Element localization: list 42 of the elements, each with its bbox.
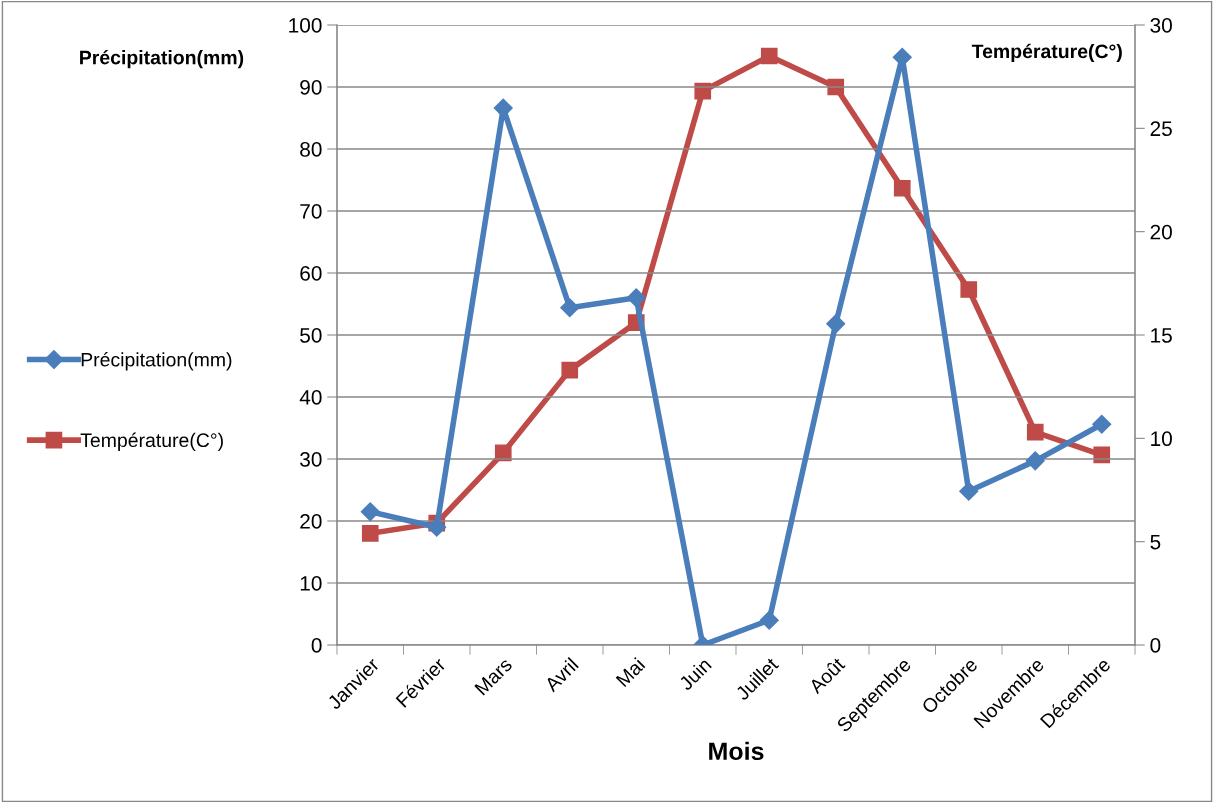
y2-tick-label: 15 — [1151, 328, 1172, 343]
y-axis-title: Précipitation(mm) — [80, 49, 244, 69]
point — [561, 361, 579, 379]
x-axis-title: Mois — [709, 741, 764, 761]
x-tick-label: Juin — [677, 657, 712, 692]
point — [560, 298, 580, 318]
y-tick-label: 70 — [300, 204, 322, 219]
y-tick-label: 30 — [300, 452, 322, 467]
point — [361, 525, 379, 542]
y-tick-label: 90 — [300, 80, 322, 95]
point — [760, 47, 778, 65]
legend-label: Température(C°) — [80, 432, 223, 451]
point — [1092, 414, 1112, 434]
point — [959, 481, 979, 501]
y-tick-label: 50 — [300, 328, 322, 343]
point — [826, 314, 846, 334]
point — [494, 444, 512, 462]
point — [427, 517, 447, 537]
y2-tick-label: 30 — [1150, 18, 1172, 33]
point — [1026, 423, 1044, 441]
point — [960, 281, 978, 298]
point — [1025, 451, 1045, 471]
y2-tick-label: 5 — [1150, 534, 1161, 550]
point — [759, 610, 779, 630]
y2-tick-label: 25 — [1150, 121, 1172, 137]
y-tick-label: 0 — [311, 638, 322, 653]
y2-tick-label: 10 — [1151, 431, 1172, 447]
y-tick-label: 20 — [300, 514, 322, 529]
y2-tick-label: 20 — [1150, 224, 1172, 240]
legend-label: Précipitation(mm) — [81, 352, 232, 371]
point — [893, 179, 911, 197]
y-tick-label: 10 — [300, 576, 322, 591]
point — [626, 288, 646, 308]
point — [493, 98, 513, 118]
x-tick-label: Mai — [615, 657, 646, 688]
y-tick-label: 60 — [300, 266, 322, 281]
point — [360, 502, 380, 522]
y-tick-label: 40 — [299, 390, 322, 405]
y-tick-label: 100 — [289, 18, 322, 33]
y2-tick-label: 0 — [1150, 638, 1161, 653]
y2-axis-title: Température(C°) — [971, 43, 1122, 63]
y-tick-label: 80 — [300, 142, 322, 157]
